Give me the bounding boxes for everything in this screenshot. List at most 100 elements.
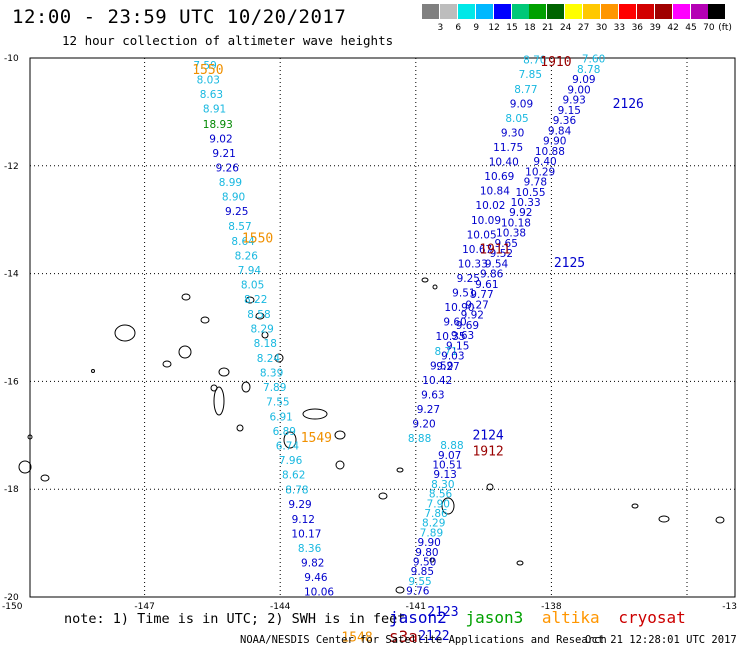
wave-height-value: 8.24 bbox=[257, 353, 281, 365]
wave-height-value: 8.88 bbox=[440, 440, 463, 452]
pass-label: 2125 bbox=[554, 256, 585, 271]
legend-swatch bbox=[583, 4, 601, 19]
island-outline bbox=[631, 503, 639, 509]
wave-height-value: 10.33 bbox=[511, 197, 541, 209]
island-outline bbox=[181, 293, 191, 301]
wave-height-value: 10.90 bbox=[444, 302, 474, 314]
wave-height-value: 7.60 bbox=[582, 54, 605, 66]
wave-height-value: 8.05 bbox=[241, 279, 264, 291]
latitude-label: -16 bbox=[4, 377, 19, 387]
island-outline bbox=[18, 460, 32, 474]
wave-height-value: 8.77 bbox=[514, 84, 537, 96]
wave-height-value: 8.03 bbox=[197, 75, 220, 87]
wave-height-value: 9.09 bbox=[572, 74, 595, 86]
wave-height-value: 8.78 bbox=[577, 64, 600, 76]
legend-swatch bbox=[457, 4, 475, 19]
legend-label: 24 bbox=[559, 23, 572, 33]
wave-height-value: 8.57 bbox=[228, 221, 251, 233]
wave-height-value: 9.51 bbox=[452, 288, 475, 300]
longitude-label: -138 bbox=[541, 602, 562, 612]
wave-height-value: 9.86 bbox=[480, 269, 504, 281]
wave-height-value: 10.55 bbox=[515, 187, 545, 199]
footer-note: note: 1) Time is in UTC; 2) SWH is in fe… bbox=[64, 611, 406, 627]
legend-swatch bbox=[618, 4, 636, 19]
wave-height-value: 8.88 bbox=[408, 433, 431, 445]
wave-height-value: 9.26 bbox=[216, 162, 240, 174]
wave-height-value: 9.27 bbox=[417, 404, 440, 416]
wave-height-value: 9.13 bbox=[433, 469, 456, 481]
credit-line: NOAA/NESDIS Center for Satellite Applica… bbox=[240, 634, 607, 646]
wave-height-value: 9.46 bbox=[304, 572, 328, 584]
wave-height-value: 10.18 bbox=[501, 217, 531, 229]
wave-height-value: 9.25 bbox=[225, 206, 248, 218]
wave-height-value: 9.02 bbox=[209, 133, 232, 145]
wave-height-value: 9.52 bbox=[490, 248, 513, 260]
legend-label: 27 bbox=[577, 23, 590, 33]
island-outline bbox=[334, 430, 346, 440]
island-outline bbox=[283, 431, 297, 449]
wave-height-value: 9.80 bbox=[415, 547, 438, 559]
legend-swatch bbox=[439, 4, 457, 19]
wave-height-value: 9.27 bbox=[436, 361, 459, 373]
wave-height-value: 7.55 bbox=[266, 396, 289, 408]
wave-height-value: 9.65 bbox=[495, 238, 518, 250]
island-outline bbox=[302, 408, 328, 420]
wave-height-value: 6.91 bbox=[269, 412, 292, 424]
wave-height-value: 8.91 bbox=[203, 104, 226, 116]
wave-height-value: 9.90 bbox=[417, 537, 440, 549]
wave-height-value: 9.20 bbox=[412, 419, 435, 431]
wave-height-value: 7.94 bbox=[238, 265, 262, 277]
island-outline bbox=[516, 560, 524, 566]
legend-label: 3 bbox=[437, 23, 444, 33]
wave-height-value: 8.18 bbox=[254, 338, 277, 350]
wave-height-value: 9.00 bbox=[567, 84, 590, 96]
longitude-label: -144 bbox=[270, 602, 291, 612]
wave-height-value: 7.59 bbox=[193, 60, 216, 72]
legend-swatch bbox=[565, 4, 583, 19]
island-outline bbox=[162, 360, 172, 368]
wave-height-value: 9.92 bbox=[509, 207, 532, 219]
latitude-label: -14 bbox=[4, 270, 19, 280]
wave-height-value: 6.74 bbox=[276, 441, 300, 453]
wave-height-value: 10.69 bbox=[484, 171, 514, 183]
wave-height-value: 11.75 bbox=[493, 142, 523, 154]
wave-height-value: 10.02 bbox=[475, 200, 505, 212]
legend-swatch bbox=[475, 4, 493, 19]
wave-height-value: 10.40 bbox=[489, 157, 519, 169]
wave-height-value: 6.89 bbox=[273, 426, 296, 438]
legend-swatch bbox=[422, 4, 439, 19]
legend-label: 33 bbox=[613, 23, 626, 33]
wave-height-value: 9.55 bbox=[408, 576, 431, 588]
island-outline bbox=[236, 424, 244, 432]
wave-height-value: 9.76 bbox=[406, 586, 430, 598]
latitude-label: -18 bbox=[4, 485, 19, 495]
wave-height-value: 9.60 bbox=[443, 317, 466, 329]
wave-height-value: 9.15 bbox=[446, 340, 469, 352]
legend-swatch bbox=[493, 4, 511, 19]
graticule bbox=[30, 58, 735, 597]
wave-height-value: 7.89 bbox=[263, 382, 286, 394]
wave-height-value: 10.38 bbox=[496, 228, 526, 240]
wave-height-value: 8.39 bbox=[260, 367, 283, 379]
legend-swatch bbox=[672, 4, 690, 19]
legend-label: 30 bbox=[595, 23, 608, 33]
island-outline bbox=[378, 492, 388, 500]
pass-label: 1550 bbox=[242, 232, 273, 247]
map-frame bbox=[29, 57, 736, 598]
pass-label: 2122 bbox=[418, 629, 449, 644]
pass-label: 2123 bbox=[427, 605, 458, 620]
wave-height-value: 9.30 bbox=[501, 127, 524, 139]
island-outline bbox=[261, 331, 269, 339]
pass-label: 1549 bbox=[301, 431, 332, 446]
island-outline bbox=[218, 367, 230, 377]
island-outline bbox=[658, 515, 670, 523]
wave-height-value: 8.29 bbox=[422, 518, 445, 530]
legend-swatch bbox=[547, 4, 565, 19]
wave-height-value: 8.90 bbox=[222, 192, 245, 204]
legend-label: 39 bbox=[649, 23, 661, 33]
longitude-label: -13 bbox=[722, 602, 737, 612]
island-outline bbox=[241, 381, 251, 393]
legend-label: 9 bbox=[473, 23, 480, 33]
wave-height-value: 9.85 bbox=[411, 566, 434, 578]
